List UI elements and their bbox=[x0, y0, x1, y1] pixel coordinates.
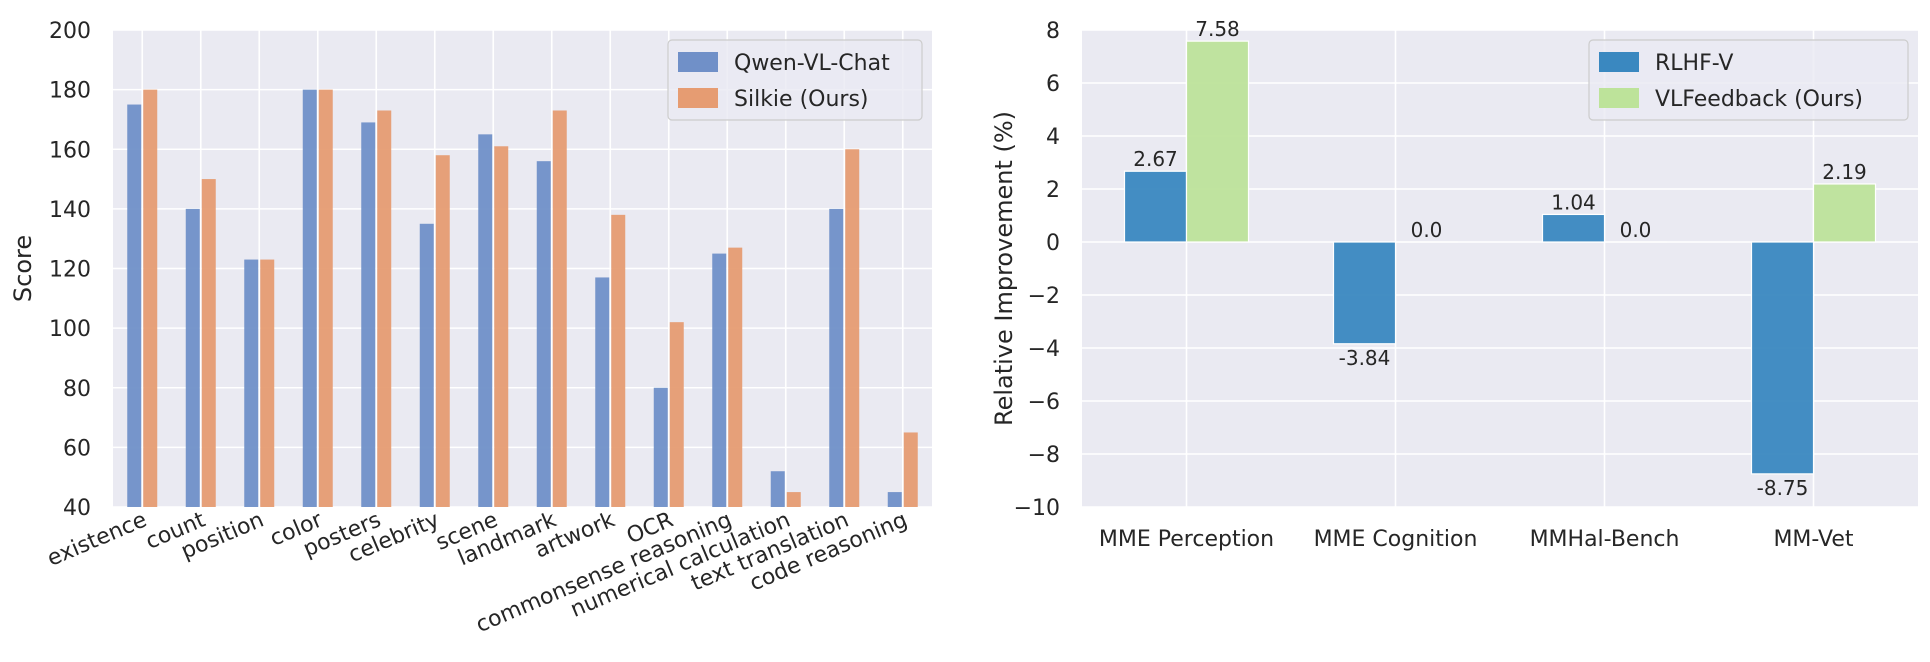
bar bbox=[595, 277, 610, 507]
y-tick-label: 140 bbox=[49, 198, 91, 223]
y-tick-label: 160 bbox=[49, 138, 91, 163]
y-tick-label: 60 bbox=[63, 436, 91, 461]
legend: RLHF-V VLFeedback (Ours) bbox=[1588, 39, 1909, 121]
legend: Qwen-VL-Chat Silkie (Ours) bbox=[667, 39, 923, 121]
y-tick-label: 4 bbox=[1046, 125, 1060, 150]
x-tick-label: MM-Vet bbox=[1773, 527, 1853, 552]
legend-label: VLFeedback (Ours) bbox=[1655, 87, 1863, 112]
x-tick-label: MME Perception bbox=[1099, 527, 1274, 552]
chart-relative-improvement: −10 −8 −6 −4 −2 0 2 4 6 8 2.67 -3.84 1.04 -8.75 7.58 0.… bbox=[990, 17, 1918, 552]
bar bbox=[887, 492, 902, 507]
bar-value-label: 2.19 bbox=[1822, 160, 1867, 184]
bar-value-label: 2.67 bbox=[1133, 147, 1178, 171]
bar bbox=[770, 471, 785, 507]
bar bbox=[903, 432, 918, 507]
legend-label: Qwen-VL-Chat bbox=[734, 51, 890, 76]
bar bbox=[786, 492, 801, 507]
bar bbox=[419, 223, 434, 507]
legend-label: RLHF-V bbox=[1655, 51, 1733, 76]
y-tick-label: 180 bbox=[49, 79, 91, 104]
legend-frame bbox=[1588, 39, 1909, 121]
legend-frame bbox=[667, 39, 923, 121]
bar bbox=[201, 179, 216, 507]
bar bbox=[728, 247, 743, 507]
bar-value-label: 1.04 bbox=[1551, 190, 1596, 214]
bar bbox=[653, 387, 668, 507]
bar-value-label: 7.58 bbox=[1195, 17, 1240, 41]
bar bbox=[1812, 183, 1877, 243]
bar bbox=[1332, 241, 1397, 345]
y-tick-label: 6 bbox=[1046, 72, 1060, 97]
legend-swatch bbox=[1599, 52, 1639, 72]
bar bbox=[1750, 241, 1815, 475]
bar bbox=[552, 110, 567, 508]
bar-value-label: 0.0 bbox=[1411, 218, 1443, 242]
bar bbox=[143, 89, 158, 507]
bar bbox=[377, 110, 392, 508]
chart-mme-subtask-scores: 406080100120140160180200existencecountpo… bbox=[9, 19, 932, 638]
y-tick-label: 100 bbox=[49, 317, 91, 342]
legend-swatch bbox=[678, 88, 718, 108]
y-axis-label: Score bbox=[9, 235, 37, 302]
y-tick-label: 120 bbox=[49, 258, 91, 283]
y-tick-label: −2 bbox=[1028, 284, 1060, 309]
bar bbox=[845, 149, 860, 507]
bar-value-label: 0.0 bbox=[1620, 218, 1652, 242]
bar bbox=[536, 161, 551, 508]
bar bbox=[1541, 213, 1606, 243]
bar bbox=[611, 214, 626, 507]
y-tick-label: −4 bbox=[1028, 337, 1060, 362]
y-tick-label: −10 bbox=[1014, 496, 1060, 521]
bar bbox=[244, 259, 259, 507]
y-tick-label: 8 bbox=[1046, 19, 1060, 44]
bar bbox=[185, 208, 200, 507]
y-tick-label: 80 bbox=[63, 377, 91, 402]
bar bbox=[1185, 40, 1250, 243]
bar bbox=[435, 155, 450, 507]
y-tick-label: 2 bbox=[1046, 178, 1060, 203]
bar bbox=[318, 89, 333, 507]
bar bbox=[478, 134, 493, 507]
bar bbox=[260, 259, 275, 507]
bar bbox=[712, 253, 727, 507]
legend-label: Silkie (Ours) bbox=[734, 87, 869, 112]
bar bbox=[127, 104, 142, 507]
bar-value-label: -3.84 bbox=[1339, 346, 1391, 370]
y-tick-label: 40 bbox=[63, 496, 91, 521]
bar bbox=[1123, 170, 1188, 243]
bar bbox=[302, 89, 317, 507]
y-tick-label: 0 bbox=[1046, 231, 1060, 256]
legend-swatch bbox=[1599, 88, 1639, 108]
bar bbox=[494, 146, 509, 508]
bar bbox=[361, 122, 376, 507]
bar bbox=[669, 322, 684, 507]
legend-swatch bbox=[678, 52, 718, 72]
x-tick-label: MMHal-Bench bbox=[1530, 527, 1680, 552]
bar-value-label: -8.75 bbox=[1757, 476, 1809, 500]
y-axis-label: Relative Improvement (%) bbox=[990, 111, 1018, 426]
x-tick-label: MME Cognition bbox=[1314, 527, 1478, 552]
y-tick-label: −8 bbox=[1028, 443, 1060, 468]
x-tick-label: existence bbox=[44, 508, 151, 572]
y-tick-label: 200 bbox=[49, 19, 91, 44]
bar bbox=[829, 208, 844, 507]
y-tick-label: −6 bbox=[1028, 390, 1060, 415]
